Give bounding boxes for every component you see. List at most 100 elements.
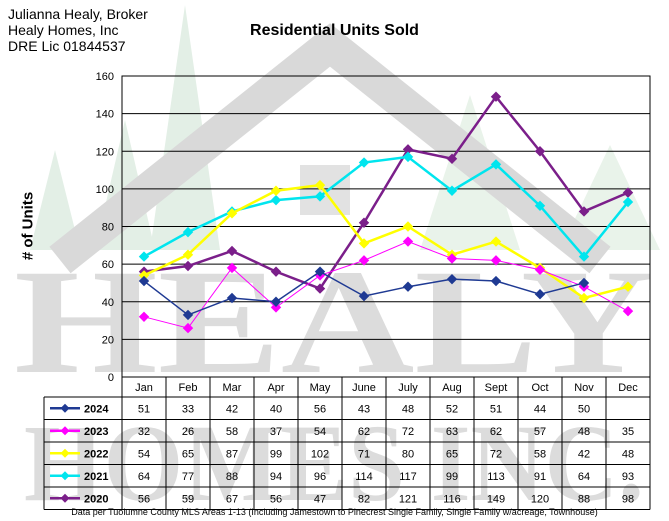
y-tick-label: 80 — [102, 222, 114, 234]
legend-label-2020: 2020 — [84, 493, 108, 505]
data-point-2021 — [314, 191, 326, 202]
data-label-2024: 51 — [490, 403, 502, 415]
data-label-2024: 42 — [226, 403, 238, 415]
legend-key-marker-2022 — [60, 448, 70, 458]
data-point-2020 — [270, 266, 282, 277]
data-label-2024: 51 — [138, 403, 150, 415]
data-point-2021 — [446, 185, 458, 196]
data-point-2023 — [446, 253, 458, 264]
data-point-2020 — [534, 146, 546, 157]
data-point-2024 — [534, 289, 546, 300]
data-point-2021 — [138, 251, 150, 262]
data-label-2020: 116 — [443, 493, 461, 505]
data-label-2022: 80 — [402, 448, 414, 460]
data-point-2020 — [314, 283, 326, 294]
data-point-2020 — [578, 206, 590, 217]
data-label-2020: 56 — [138, 493, 150, 505]
data-point-2022 — [314, 179, 326, 191]
data-label-2024: 43 — [358, 403, 370, 415]
data-label-2020: 47 — [314, 493, 326, 505]
data-label-2022: 48 — [622, 448, 634, 460]
data-point-2021 — [182, 226, 194, 238]
data-point-2023 — [138, 311, 150, 323]
legend-label-2022: 2022 — [84, 448, 108, 460]
data-label-2021: 114 — [355, 471, 373, 483]
data-point-2020 — [226, 245, 238, 257]
series-line-2023 — [143, 241, 629, 329]
x-tick-label: May — [310, 382, 331, 394]
data-label-2022: 99 — [270, 448, 282, 460]
data-point-2022 — [578, 292, 590, 304]
data-label-2023: 63 — [446, 426, 458, 438]
data-label-2020: 120 — [531, 493, 549, 505]
data-point-2024 — [182, 309, 194, 321]
y-tick-label: 120 — [96, 146, 114, 158]
data-point-2024 — [446, 273, 458, 285]
data-label-2021: 64 — [138, 471, 150, 483]
data-label-2022: 65 — [446, 448, 458, 460]
data-point-2024 — [490, 275, 502, 287]
data-point-2024 — [314, 266, 326, 277]
data-label-2021: 77 — [182, 471, 194, 483]
y-tick-label: 0 — [108, 372, 114, 384]
data-point-2021 — [534, 200, 546, 212]
data-label-2022: 65 — [182, 448, 194, 460]
data-point-2022 — [622, 281, 634, 292]
data-label-2021: 91 — [534, 471, 546, 483]
data-label-2023: 54 — [314, 426, 326, 438]
data-label-2024: 52 — [446, 403, 458, 415]
data-point-2024 — [358, 290, 370, 302]
company-name: Healy Homes, Inc — [8, 22, 119, 38]
x-tick-label: Jan — [135, 382, 153, 394]
data-source-footnote: Data per Tuolumne County MLS Areas 1-13 … — [71, 507, 598, 517]
data-label-2020: 121 — [399, 493, 417, 505]
data-point-2021 — [270, 194, 282, 206]
legend-label-2023: 2023 — [84, 426, 108, 438]
legend-key-marker-2024 — [60, 403, 70, 413]
data-point-2021 — [622, 196, 634, 208]
data-point-2022 — [226, 208, 238, 219]
data-point-2022 — [358, 238, 370, 249]
data-point-2020 — [446, 153, 458, 164]
data-point-2020 — [358, 217, 370, 228]
data-point-2022 — [490, 236, 502, 247]
legend-key-marker-2020 — [60, 493, 70, 503]
data-point-2024 — [270, 296, 282, 307]
data-point-2024 — [138, 275, 150, 287]
x-tick-label: July — [398, 382, 418, 394]
data-label-2021: 96 — [314, 471, 326, 483]
data-point-2020 — [182, 260, 194, 272]
data-label-2022: 87 — [226, 448, 238, 460]
data-label-2023: 72 — [402, 426, 414, 438]
y-tick-label: 160 — [96, 71, 114, 83]
data-point-2020 — [622, 187, 634, 198]
data-label-2022: 42 — [578, 448, 590, 460]
y-tick-label: 60 — [102, 259, 114, 271]
data-label-2024: 48 — [402, 403, 414, 415]
data-label-2023: 35 — [622, 426, 634, 438]
data-label-2023: 26 — [182, 426, 194, 438]
data-point-2023 — [402, 236, 414, 247]
data-label-2021: 88 — [226, 471, 238, 483]
y-tick-label: 140 — [96, 109, 114, 121]
data-point-2022 — [270, 185, 282, 196]
license-number: DRE Lic 01844537 — [8, 38, 126, 54]
data-point-2023 — [358, 255, 370, 266]
data-label-2024: 33 — [182, 403, 194, 415]
data-point-2024 — [226, 292, 238, 304]
series-line-2022 — [143, 183, 629, 300]
data-label-2023: 58 — [226, 426, 238, 438]
data-label-2023: 37 — [270, 426, 282, 438]
series-line-2020 — [143, 94, 629, 291]
data-label-2022: 71 — [358, 448, 370, 460]
data-label-2024: 44 — [534, 403, 546, 415]
data-label-2021: 117 — [399, 471, 417, 483]
data-label-2022: 54 — [138, 448, 150, 460]
data-label-2021: 94 — [270, 471, 282, 483]
data-label-2021: 113 — [487, 471, 505, 483]
x-tick-label: Aug — [442, 382, 462, 394]
x-tick-label: June — [352, 382, 376, 394]
data-point-2021 — [402, 151, 414, 163]
